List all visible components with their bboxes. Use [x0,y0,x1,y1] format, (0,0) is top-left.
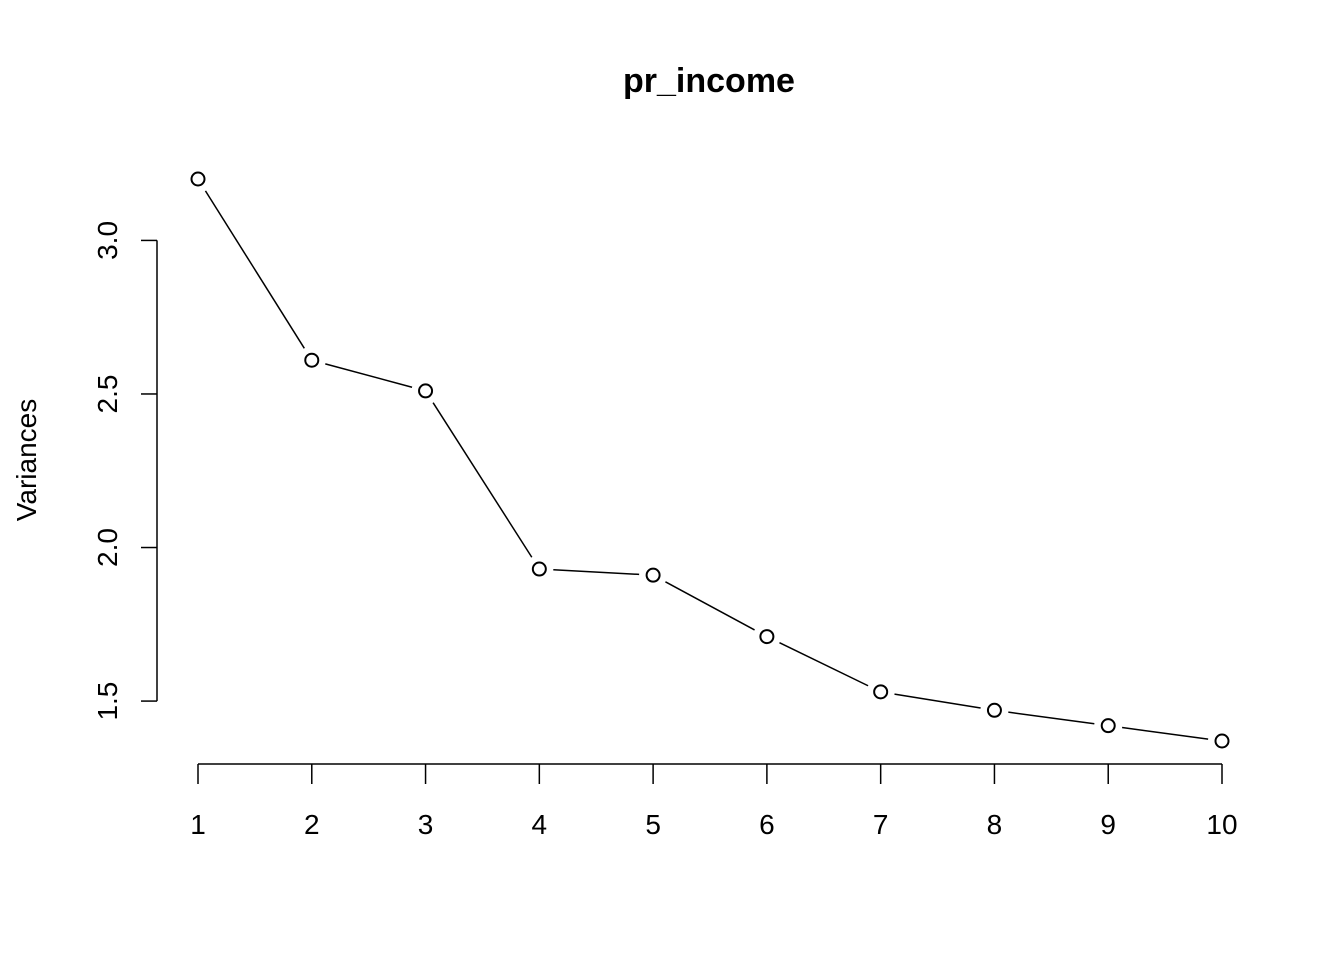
data-point [645,567,661,583]
data-point [1100,718,1116,734]
x-tick-label: 4 [532,809,548,840]
series-line-segment [1121,726,1209,740]
data-point [986,702,1002,718]
series-line-segment [665,581,755,631]
data-point [531,561,547,577]
x-tick-label: 3 [418,809,434,840]
chart-title: pr_income [623,62,795,100]
variance-series [190,171,1230,749]
data-point [873,684,889,700]
x-tick-label: 6 [759,809,775,840]
data-point [418,383,434,399]
x-tick-label: 7 [873,809,889,840]
x-tick-label: 10 [1206,809,1237,840]
series-line-segment [779,642,869,687]
series-line-segment [894,693,981,709]
series-line-segment [204,190,305,349]
y-axis: 1.5 2.0 2.5 3.0 [92,221,158,721]
series-line-segment [553,569,640,576]
x-tick-label: 9 [1100,809,1116,840]
data-point [190,171,206,187]
y-axis-label: Variances [11,399,42,521]
x-axis: 1 2 3 4 5 6 7 8 9 10 [190,763,1238,840]
series-line-segment [1008,711,1095,725]
y-tick-label: 3.0 [92,221,123,260]
y-tick-label: 2.5 [92,375,123,414]
x-tick-label: 1 [190,809,206,840]
series-line-segment [432,402,533,558]
x-tick-label: 2 [304,809,320,840]
x-tick-label: 8 [987,809,1003,840]
data-point [304,352,320,368]
data-point [1214,733,1230,749]
x-tick-label: 5 [645,809,661,840]
y-tick-label: 2.0 [92,528,123,567]
y-tick-label: 1.5 [92,682,123,721]
data-point [759,629,775,645]
series-line-segment [325,363,413,388]
